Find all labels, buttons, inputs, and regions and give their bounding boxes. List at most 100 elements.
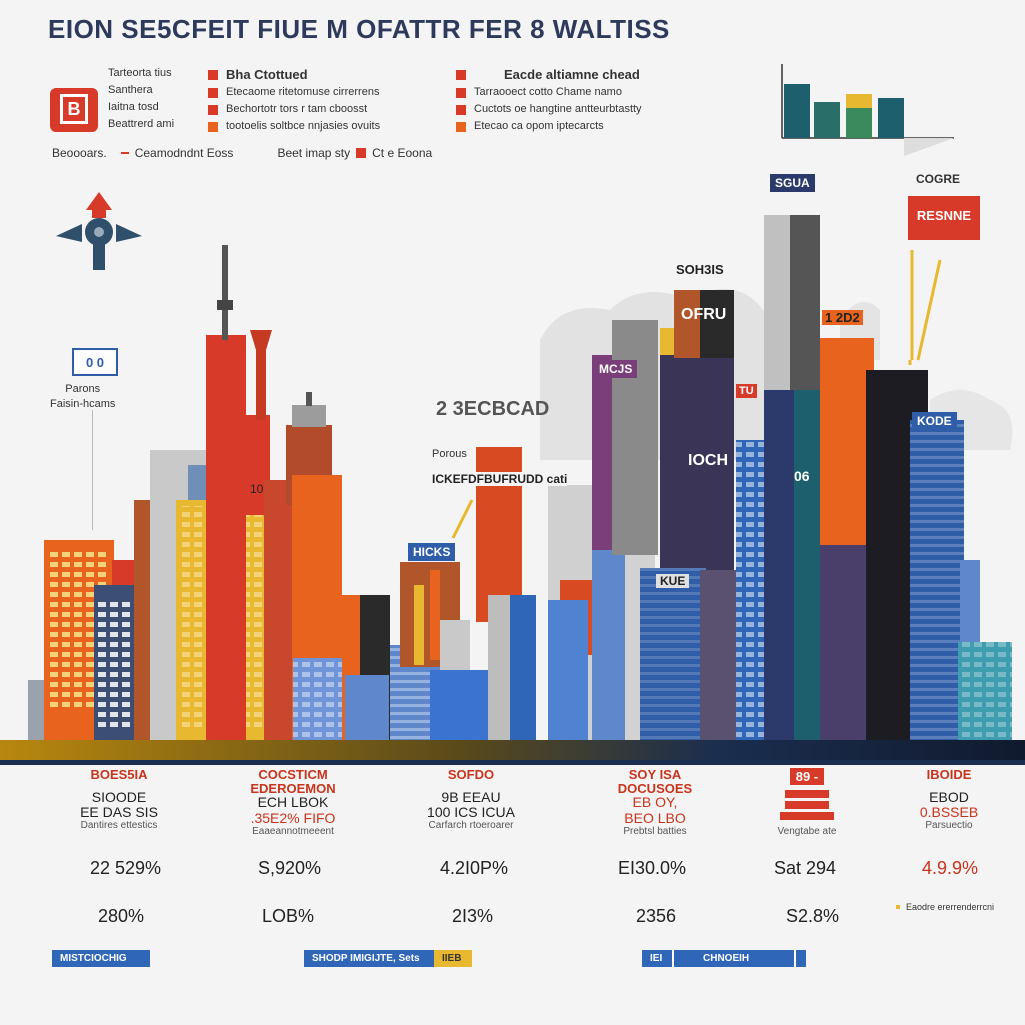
tag-ioch: IOCH xyxy=(688,452,728,469)
note-dot-icon xyxy=(896,905,900,909)
compass-gear-icon xyxy=(56,192,142,270)
legend-swatch-red xyxy=(208,104,218,115)
legend-left-labels: Tarteorta tius Santhera Iaitna tosd Beat… xyxy=(108,68,174,130)
stat-big-value: 4.9.9% xyxy=(922,858,979,878)
legend-swatch-red xyxy=(356,148,367,158)
legend-item: Etecaome ritetomuse cirrerrens xyxy=(226,86,380,98)
tag-sgua: SGUA xyxy=(770,174,815,192)
legend-swatch-red xyxy=(208,69,218,80)
stat-big-value: Sat 294 xyxy=(774,858,837,878)
footer-bar-divider xyxy=(794,950,796,967)
stat-value: EBOD xyxy=(929,788,969,805)
legend-item: tootoelis soltbce nnjasies ovuits xyxy=(226,120,381,132)
footer-bar: IEI CHNOEIH xyxy=(642,950,806,967)
stat-big-value: 22 529% xyxy=(90,858,162,878)
tag-num10: 10 xyxy=(250,482,264,496)
footer-bar-divider xyxy=(672,950,674,967)
footer-bar-label: IEI xyxy=(650,953,663,964)
stat-value: 0.BSSEB xyxy=(919,804,979,821)
legend-label: Beattrerd ami xyxy=(108,118,175,130)
legend-swatch-orange xyxy=(208,121,218,132)
mini-bar xyxy=(784,84,810,138)
tag-kue: KUE xyxy=(656,574,690,588)
legend-item: Cuctots oe hangtine antteurbtastty xyxy=(474,103,642,115)
stat-big-value: 2356 xyxy=(636,906,677,926)
mini-bar xyxy=(878,98,904,138)
stat-sub: Vengtabe ate xyxy=(777,826,837,837)
left-callout-badge-text: 0 0 xyxy=(85,354,105,370)
tag-06: 06 xyxy=(794,468,810,484)
mid-value-label: 2 3ECBCAD xyxy=(436,398,550,420)
stat-column: 89 - Vengtabe ate xyxy=(732,768,882,838)
legend-swatch-orange xyxy=(456,121,466,132)
stat-value: 100 ICS ICUA xyxy=(427,804,515,821)
legend-footer-item: Beet imap sty xyxy=(277,146,351,160)
legend-swatch-red xyxy=(456,104,466,115)
stat-column: SOFDO 9B EEAU 100 ICS ICUA Carfarch rtoe… xyxy=(396,768,546,832)
stat-heading: COCSTICM EDEROEMON xyxy=(250,767,336,796)
page-title: EION SE5CFEIT FIUE M OFATTR FER 8 WALTIS… xyxy=(48,14,670,44)
legend-item: Tarraooect cotto Chame namo xyxy=(474,86,622,98)
stat-mini-bar xyxy=(785,790,829,798)
legend-icon-glyph: B xyxy=(60,94,88,124)
legend-label: Iaitna tosd xyxy=(108,101,159,113)
tag-resnne: RESNNE xyxy=(908,196,980,240)
tag-mcjs: MCJS xyxy=(594,360,638,378)
mini-bar xyxy=(846,94,872,108)
legend-swatch-red xyxy=(208,87,218,98)
stat-value: ECH LBOK xyxy=(257,794,329,811)
label-cogre: COGRE xyxy=(916,172,961,186)
mini-bar xyxy=(846,108,872,138)
stat-column: COCSTICM EDEROEMON ECH LBOK .35E2% FIFO … xyxy=(218,768,368,838)
stat-sub: Dantires ettestics xyxy=(80,820,158,832)
legend-swatch-red xyxy=(456,69,466,80)
footer-bar-chip: IIEB xyxy=(434,950,472,967)
left-callout-badge: 0 0 xyxy=(72,348,118,376)
footer-bar-chip-label: IIEB xyxy=(442,953,462,964)
stat-big-value: LOB% xyxy=(262,906,315,926)
stat-sub: Prebtsl batties xyxy=(623,826,687,838)
stat-column: BOES5IA SIOODE EE DAS SIS Dantires ettes… xyxy=(44,768,194,832)
stat-mini-bar xyxy=(785,801,829,809)
stat-heading: SOY ISA DOCUSOES xyxy=(617,767,693,796)
stat-heading: 89 - xyxy=(789,768,825,785)
mini-bar-chart xyxy=(781,64,954,156)
legend-label: Tarteorta tius xyxy=(108,67,172,79)
legend-footer-item: Ct e Eoona xyxy=(372,146,433,160)
stat-column: SOY ISA DOCUSOES EB OY, BEO LBO Prebtsl … xyxy=(580,768,730,838)
stat-sub: Parsuectio xyxy=(925,820,973,832)
stat-big-value: S,920% xyxy=(258,858,322,878)
legend-label: Santhera xyxy=(108,84,153,96)
legend-item: Etecao ca opom iptecarcts xyxy=(474,120,604,132)
left-callout-line xyxy=(92,410,93,530)
tag-kode: KODE xyxy=(912,412,957,430)
legend-col2: Eacde altiamne chead Tarraooect cotto Ch… xyxy=(456,68,642,132)
footer-bar-label: SHODP IMIGIJTE, Sets xyxy=(312,953,420,964)
tag-1202: 1 2D2 xyxy=(822,310,863,325)
stat-value: .35E2% FIFO xyxy=(250,809,336,826)
stat-sub: Eaaeannotmeeent xyxy=(252,826,334,838)
mini-bar xyxy=(814,102,840,138)
side-note: Eaodre ererrenderrcni xyxy=(896,902,994,912)
legend-footer-row: Beoooars. Ceamodndnt Eoss Beet imap sty C… xyxy=(52,146,432,160)
legend-col1-title: Bha Ctottued xyxy=(226,67,308,82)
tag-ofru: OFRU xyxy=(681,306,727,323)
stat-mini-bars xyxy=(780,790,834,820)
stat-value: SIOODE xyxy=(91,788,147,805)
city-skyline-illustration xyxy=(0,215,1025,765)
side-note-text: Eaodre ererrenderrcni xyxy=(906,902,995,912)
stat-mini-bar xyxy=(780,812,834,820)
footer-bar-label: CHNOEIH xyxy=(703,953,750,964)
legend-footer-item: Beoooars. xyxy=(52,146,107,160)
stat-big-value: EI30.0% xyxy=(618,858,687,878)
footer-bar-label: MISTCIOCHIG xyxy=(60,953,127,964)
stat-heading: IBOIDE xyxy=(926,767,972,782)
left-callout-text: Parons Faisin-hcams xyxy=(50,383,116,411)
stat-big-value: 280% xyxy=(98,906,145,926)
stat-sub: Carfarch rtoeroarer xyxy=(428,820,514,832)
stat-value: EB OY, xyxy=(632,794,678,811)
stat-big-value: S2.8% xyxy=(786,906,840,926)
stat-value: BEO LBO xyxy=(624,809,686,826)
tag-sohsis: SOH3IS xyxy=(676,262,724,277)
footer-bar: MISTCIOCHIG xyxy=(52,950,150,967)
